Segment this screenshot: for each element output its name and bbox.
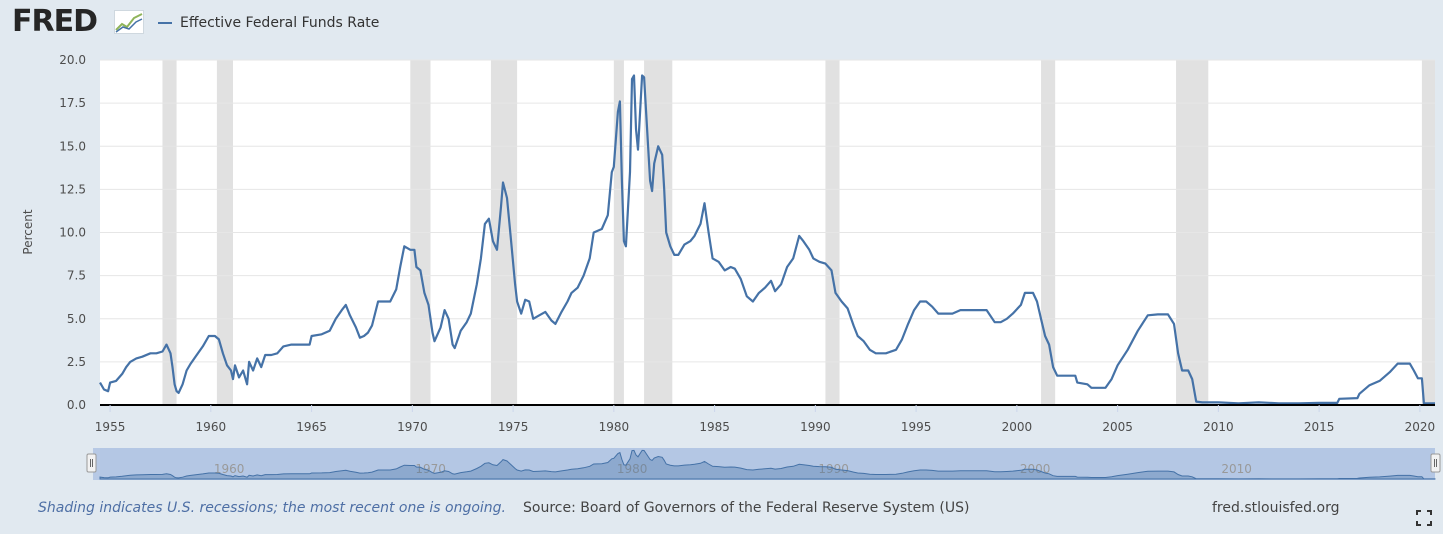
fullscreen-icon[interactable] [1416,510,1432,526]
y-axis-label: Percent [21,209,35,254]
y-axis: 0.0 2.5 5.0 7.5 10.0 12.5 15.0 17.5 20.0 [59,53,86,412]
y-tick-label: 17.5 [59,96,86,110]
range-navigator[interactable]: 1960 1970 1980 1990 2000 2010 [86,448,1441,480]
y-tick-label: 20.0 [59,53,86,67]
recession-note: Shading indicates U.S. recessions; the m… [38,500,507,516]
fred-logo[interactable]: FRED [12,4,98,39]
navigator-label: 2010 [1221,462,1252,476]
series-layer [99,74,1435,405]
navigator-label: 1960 [214,462,245,476]
y-tick-label: 10.0 [59,226,86,240]
x-tick-label: 2015 [1304,420,1335,434]
series-line-0[interactable] [99,74,1435,405]
x-tick-label: 1995 [901,420,932,434]
x-tick-label: 2000 [1002,420,1033,434]
navigator-series [99,449,1436,480]
chart-footer: Shading indicates U.S. recessions; the m… [0,500,1443,530]
chart-header: FRED Effective Federal Funds Rate [0,0,1443,46]
x-tick-label: 1975 [498,420,529,434]
x-tick-label: 1970 [397,420,428,434]
navigator-label: 1990 [818,462,849,476]
x-tick-label: 2010 [1203,420,1234,434]
navigator-right-handle[interactable] [1430,453,1441,473]
x-tick-label: 2005 [1102,420,1133,434]
x-tick-label: 1990 [800,420,831,434]
x-axis: 1955 1960 1965 1970 1975 1980 1985 1990 1995 2000… [95,405,1435,434]
navigator-label: 1980 [617,462,648,476]
x-tick-label: 2020 [1405,420,1436,434]
y-tick-label: 12.5 [59,182,86,196]
logo-graph-icon [114,10,144,34]
y-tick-label: 2.5 [67,355,86,369]
legend-label: Effective Federal Funds Rate [180,15,380,31]
source-note: Source: Board of Governors of the Federa… [523,500,970,516]
navigator-area-0 [99,449,1436,480]
site-link[interactable]: fred.stlouisfed.org [1212,500,1340,516]
x-tick-label: 1960 [196,420,227,434]
legend-swatch [158,22,172,24]
x-tick-label: 1985 [699,420,730,434]
y-tick-label: 7.5 [67,269,86,283]
x-tick-label: 1965 [296,420,327,434]
y-tick-label: 15.0 [59,139,86,153]
navigator-labels: 1960 1970 1980 1990 2000 2010 [214,462,1252,476]
x-tick-label: 1980 [599,420,630,434]
y-tick-label: 0.0 [67,398,86,412]
navigator-left-handle[interactable] [86,453,97,473]
navigator-selection[interactable] [93,448,1435,480]
legend[interactable]: Effective Federal Funds Rate [158,15,379,31]
y-tick-label: 5.0 [67,312,86,326]
x-tick-label: 1955 [95,420,126,434]
